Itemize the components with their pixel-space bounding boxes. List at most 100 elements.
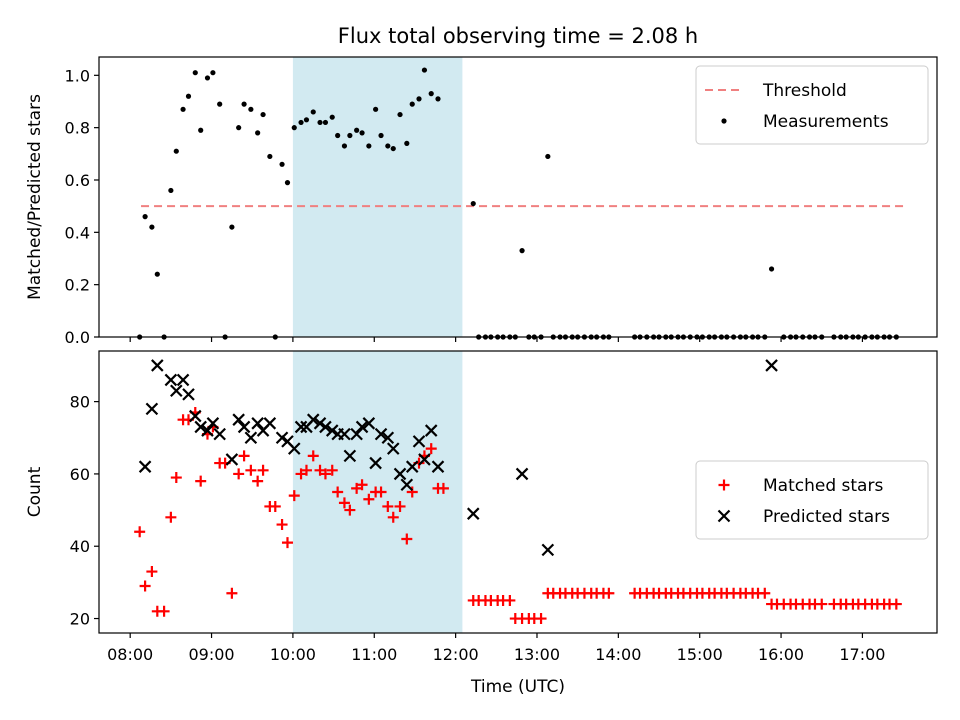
y-axis-label: Count bbox=[25, 466, 45, 517]
data-point bbox=[390, 145, 396, 152]
data-point bbox=[374, 427, 388, 441]
data-point bbox=[759, 587, 771, 599]
data-point bbox=[291, 125, 297, 131]
data-point bbox=[158, 605, 170, 617]
data-point bbox=[350, 427, 363, 441]
data-point bbox=[188, 409, 202, 423]
y-tick-label: 1.0 bbox=[65, 66, 90, 85]
data-point bbox=[404, 140, 410, 146]
data-point bbox=[437, 482, 449, 494]
data-point bbox=[366, 143, 372, 149]
data-point bbox=[180, 106, 186, 112]
data-point bbox=[382, 500, 394, 512]
data-point bbox=[260, 111, 266, 118]
data-point bbox=[194, 420, 207, 434]
data-point bbox=[428, 91, 434, 97]
x-tick-label: 09:00 bbox=[188, 645, 234, 664]
data-point bbox=[192, 70, 198, 76]
legend: Threshold Measurements bbox=[695, 65, 929, 145]
observing-window-span bbox=[292, 57, 463, 337]
data-point bbox=[515, 467, 529, 481]
data-point bbox=[170, 472, 182, 484]
data-point bbox=[421, 67, 428, 73]
data-point bbox=[176, 373, 190, 387]
data-point bbox=[213, 427, 226, 441]
data-point bbox=[298, 119, 304, 126]
data-point bbox=[317, 119, 323, 126]
data-point bbox=[307, 450, 319, 462]
y-tick-label: 40 bbox=[70, 537, 90, 556]
data-point bbox=[134, 526, 146, 538]
data-point bbox=[386, 442, 400, 455]
data-point bbox=[397, 111, 403, 118]
y-axis-label: Matched/Predicted stars bbox=[25, 94, 45, 300]
y-tick-label: 60 bbox=[70, 465, 90, 484]
data-point bbox=[765, 359, 778, 372]
data-point bbox=[269, 500, 281, 512]
data-point bbox=[541, 543, 555, 557]
data-point bbox=[170, 384, 183, 398]
data-point bbox=[210, 70, 216, 76]
data-point bbox=[154, 271, 160, 277]
data-point bbox=[354, 127, 360, 133]
data-point bbox=[206, 417, 220, 430]
data-point bbox=[347, 132, 353, 139]
data-point bbox=[343, 449, 357, 463]
data-point bbox=[300, 464, 312, 476]
legend-marker bbox=[717, 509, 731, 523]
legend-label: Measurements bbox=[763, 112, 889, 132]
data-point bbox=[168, 187, 174, 194]
data-point bbox=[145, 402, 159, 416]
x-tick-label: 10:00 bbox=[270, 645, 316, 664]
data-point bbox=[287, 442, 301, 455]
data-point bbox=[204, 75, 211, 81]
data-point bbox=[394, 500, 406, 512]
x-tick-label: 08:00 bbox=[107, 645, 153, 664]
data-point bbox=[504, 594, 516, 606]
data-point bbox=[149, 224, 155, 230]
data-point bbox=[400, 478, 414, 492]
data-point bbox=[359, 130, 365, 136]
data-point bbox=[405, 460, 419, 473]
data-point bbox=[338, 427, 351, 441]
data-point bbox=[251, 417, 264, 430]
legend-label: Matched stars bbox=[763, 476, 883, 496]
data-point bbox=[248, 106, 254, 112]
data-point bbox=[373, 106, 379, 112]
data-point bbox=[165, 511, 177, 523]
data-point bbox=[279, 161, 285, 167]
data-point bbox=[431, 460, 445, 473]
data-point bbox=[409, 101, 415, 107]
y-tick-label: 80 bbox=[70, 393, 90, 412]
x-axis-label: Time (UTC) bbox=[470, 677, 565, 697]
data-point bbox=[393, 467, 407, 481]
data-point bbox=[385, 143, 391, 149]
legend-marker bbox=[721, 118, 727, 124]
data-point bbox=[435, 96, 441, 102]
data-point bbox=[319, 420, 332, 434]
top-panel: 0.0 0.2 0.4 0.6 0.8 1.0 Matched/Predicted star… bbox=[25, 56, 938, 347]
data-point bbox=[238, 450, 250, 462]
legend-label: Threshold bbox=[762, 81, 847, 101]
data-point bbox=[425, 443, 437, 455]
data-point bbox=[335, 132, 341, 139]
data-point bbox=[275, 431, 289, 445]
data-point bbox=[332, 486, 344, 498]
data-point bbox=[233, 468, 245, 480]
x-tick-label: 13:00 bbox=[514, 645, 560, 664]
data-point bbox=[326, 464, 338, 476]
data-point bbox=[325, 424, 339, 437]
y-tick-label: 0.8 bbox=[65, 119, 90, 138]
data-point bbox=[138, 460, 152, 473]
plot-frame bbox=[98, 56, 938, 338]
data-point bbox=[306, 413, 320, 426]
data-point bbox=[416, 96, 422, 102]
y-tick-label: 20 bbox=[70, 610, 90, 629]
data-point bbox=[217, 101, 223, 107]
data-point bbox=[164, 373, 178, 387]
data-point bbox=[173, 148, 179, 154]
data-point bbox=[237, 420, 251, 434]
data-point bbox=[294, 420, 308, 434]
data-point bbox=[322, 119, 329, 126]
